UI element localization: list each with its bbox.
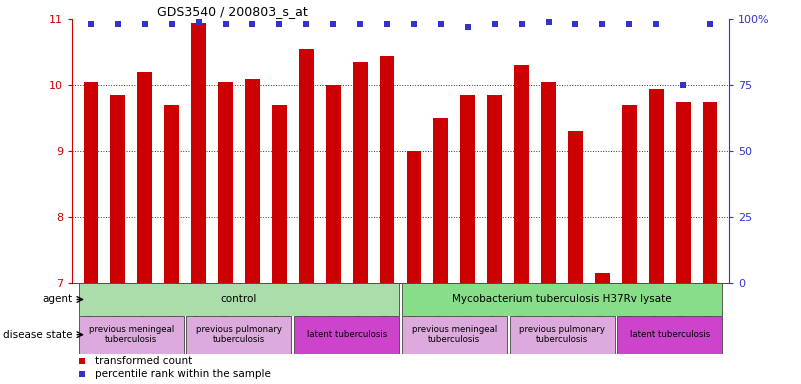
Point <box>192 19 205 25</box>
Bar <box>433 118 449 283</box>
Point <box>139 22 151 28</box>
Bar <box>245 79 260 283</box>
Text: latent tuberculosis: latent tuberculosis <box>630 330 710 339</box>
Bar <box>618 316 723 354</box>
Point <box>219 22 232 28</box>
Bar <box>352 62 368 283</box>
Point <box>515 22 528 28</box>
Bar <box>187 316 292 354</box>
Text: previous meningeal
tuberculosis: previous meningeal tuberculosis <box>89 325 174 344</box>
Bar <box>78 316 183 354</box>
Text: Mycobacterium tuberculosis H37Rv lysate: Mycobacterium tuberculosis H37Rv lysate <box>453 295 672 305</box>
Point <box>327 22 340 28</box>
Bar <box>111 95 125 283</box>
Bar <box>78 283 399 316</box>
Bar <box>595 273 610 283</box>
Text: percentile rank within the sample: percentile rank within the sample <box>95 369 271 379</box>
Bar <box>541 82 556 283</box>
Bar <box>164 105 179 283</box>
Point <box>703 22 716 28</box>
Bar <box>218 82 233 283</box>
Bar <box>191 23 206 283</box>
Bar <box>272 105 287 283</box>
Bar <box>461 95 475 283</box>
Bar <box>514 65 529 283</box>
Text: control: control <box>221 295 257 305</box>
Bar <box>568 131 583 283</box>
Text: disease state: disease state <box>3 330 73 340</box>
Point <box>75 371 88 377</box>
Point <box>677 82 690 88</box>
Text: previous pulmonary
tuberculosis: previous pulmonary tuberculosis <box>519 325 605 344</box>
Point <box>354 22 367 28</box>
Bar <box>326 85 340 283</box>
Bar <box>380 56 394 283</box>
Bar <box>622 105 637 283</box>
Point <box>165 22 178 28</box>
Point <box>75 358 88 364</box>
Text: previous meningeal
tuberculosis: previous meningeal tuberculosis <box>412 325 497 344</box>
Bar <box>407 151 421 283</box>
Bar <box>649 89 664 283</box>
Point <box>489 22 501 28</box>
Text: latent tuberculosis: latent tuberculosis <box>307 330 387 339</box>
Bar <box>294 316 399 354</box>
Point <box>596 22 609 28</box>
Bar <box>299 49 314 283</box>
Bar <box>402 283 723 316</box>
Point <box>380 22 393 28</box>
Point <box>111 22 124 28</box>
Point <box>246 22 259 28</box>
Bar <box>676 102 690 283</box>
Text: previous pulmonary
tuberculosis: previous pulmonary tuberculosis <box>196 325 282 344</box>
Point <box>300 22 312 28</box>
Bar <box>702 102 718 283</box>
Bar <box>509 316 614 354</box>
Point <box>542 19 555 25</box>
Point <box>434 22 447 28</box>
Bar <box>487 95 502 283</box>
Point <box>569 22 582 28</box>
Point <box>408 22 421 28</box>
Text: GDS3540 / 200803_s_at: GDS3540 / 200803_s_at <box>158 5 308 18</box>
Bar <box>83 82 99 283</box>
Text: agent: agent <box>42 295 73 305</box>
Point <box>85 22 98 28</box>
Text: transformed count: transformed count <box>95 356 192 366</box>
Point <box>273 22 286 28</box>
Bar <box>137 72 152 283</box>
Point <box>623 22 636 28</box>
Point <box>461 24 474 30</box>
Bar <box>402 316 507 354</box>
Point <box>650 22 662 28</box>
